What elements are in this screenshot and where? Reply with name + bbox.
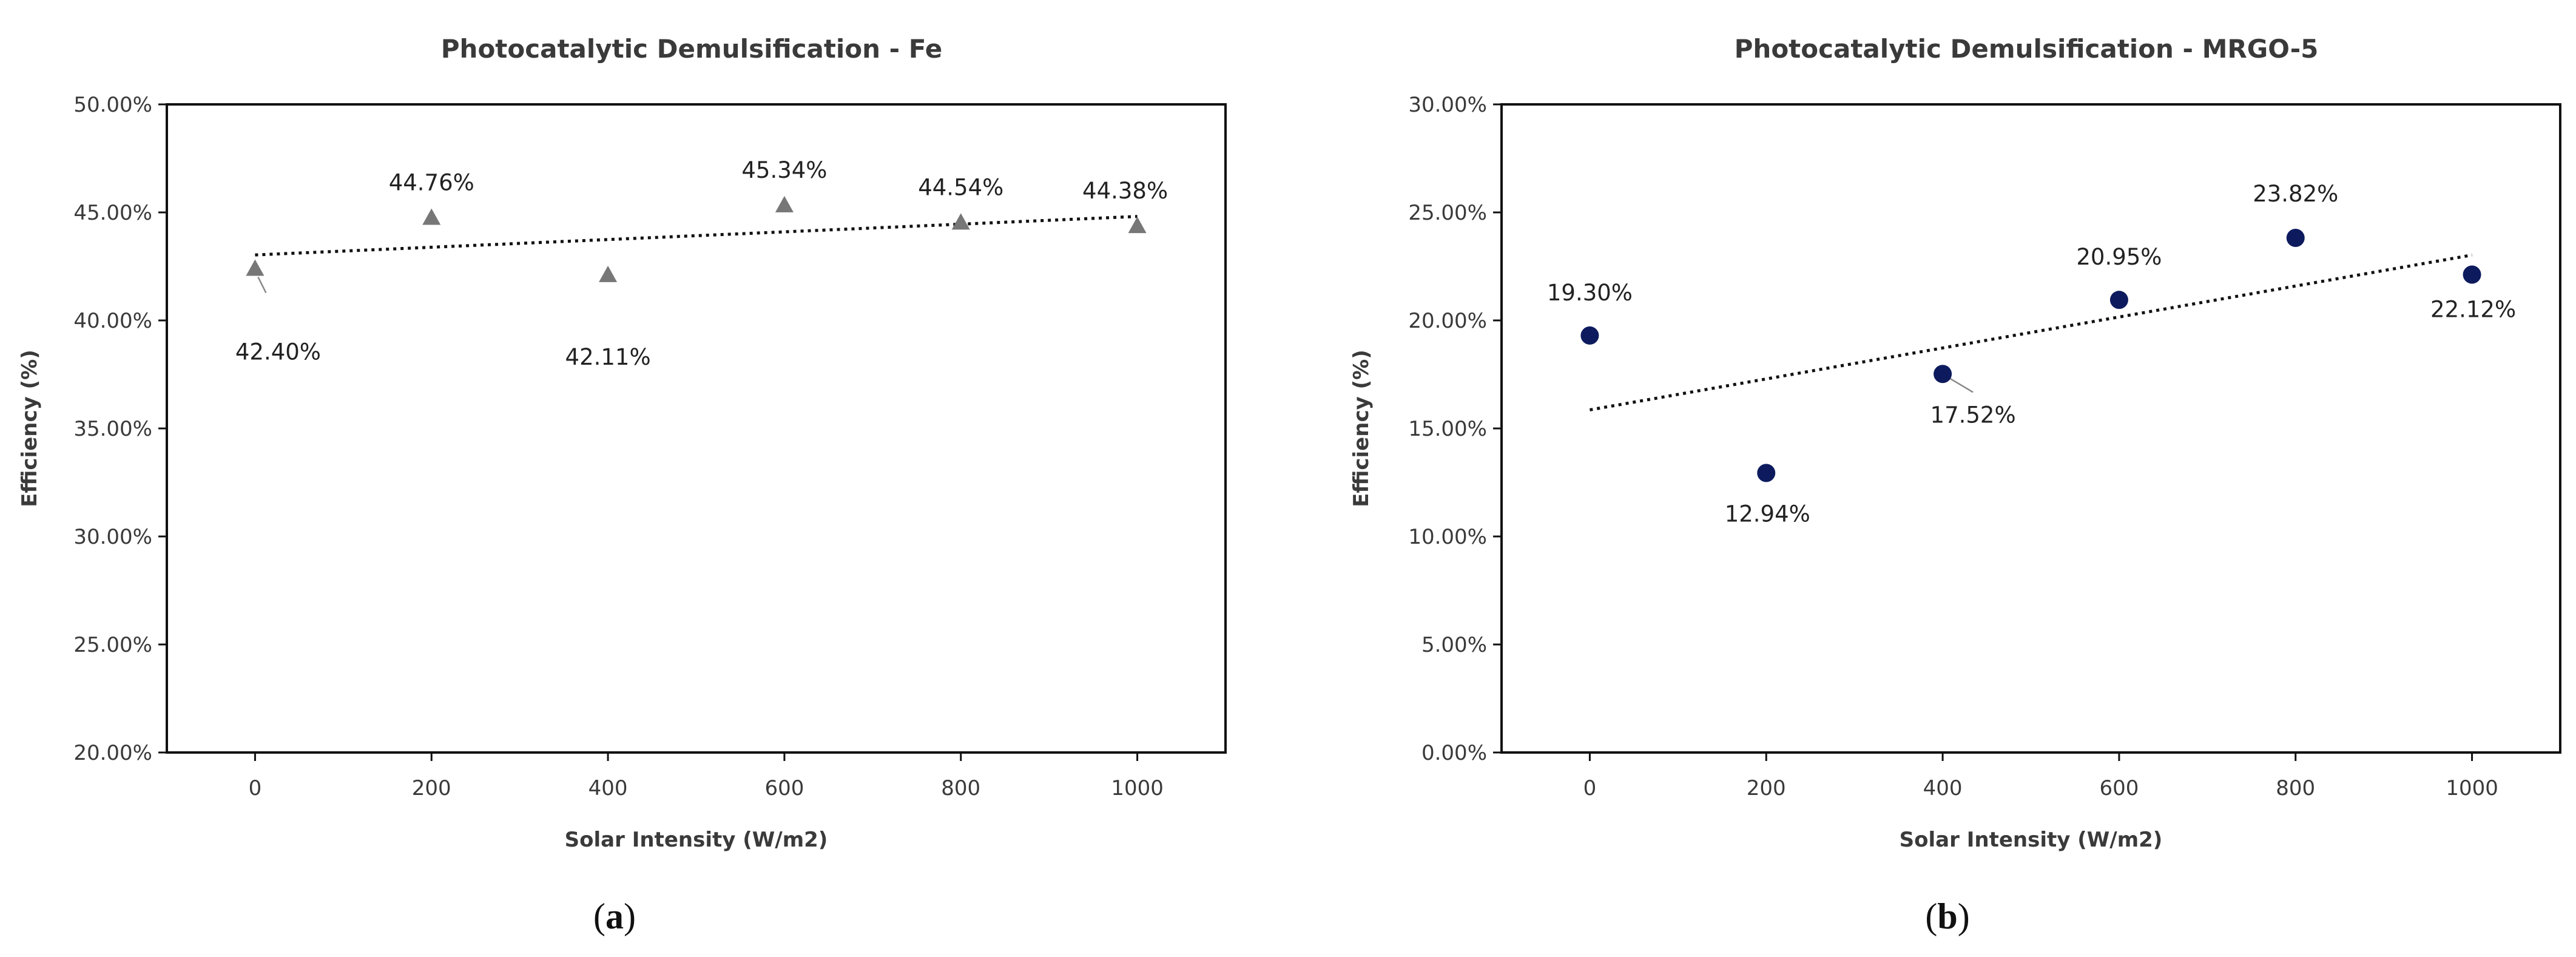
chart-a-y-tick-label: 30.00% <box>73 525 152 549</box>
chart-a-panel-paren-open: ( <box>593 896 605 936</box>
chart-a-panel-paren-close: ) <box>624 896 636 936</box>
chart-b-point <box>1757 464 1776 482</box>
chart-b: Photocatalytic Demulsification - MRGO-5 0… <box>1349 34 2561 936</box>
chart-b-data-label: 19.30% <box>1547 280 1633 306</box>
chart-a-x-tick-label: 600 <box>764 776 804 800</box>
chart-a-point <box>422 208 441 225</box>
chart-a-y-tick-label: 20.00% <box>73 741 152 765</box>
chart-b-y-tick-label: 0.00% <box>1421 741 1487 765</box>
chart-a-point <box>775 195 794 212</box>
chart-b-panel-label: (b) <box>1925 896 1969 936</box>
chart-b-y-tick-label: 5.00% <box>1421 633 1487 657</box>
chart-b-data-label: 17.52% <box>1930 402 2016 428</box>
chart-a-title: Photocatalytic Demulsification - Fe <box>441 34 942 64</box>
chart-b-point <box>2109 291 2128 309</box>
chart-b-x-axis-label: Solar Intensity (W/m2) <box>1900 828 2163 852</box>
chart-b-data-label: 22.12% <box>2430 297 2516 323</box>
chart-b-panel-paren-close: ) <box>1958 896 1970 936</box>
chart-b-y-tick-label: 15.00% <box>1408 417 1487 441</box>
chart-b-x-tick-label: 400 <box>1923 776 1963 800</box>
chart-a-x-axis-label: Solar Intensity (W/m2) <box>565 828 828 852</box>
chart-a-y-tick-label: 40.00% <box>73 309 152 333</box>
chart-b-x-tick-label: 600 <box>2099 776 2139 800</box>
chart-a-data-label: 44.38% <box>1082 178 1168 204</box>
chart-a-point <box>1128 217 1147 234</box>
chart-b-panel-paren-open: ( <box>1925 896 1937 936</box>
chart-b-x-tick-label: 200 <box>1747 776 1786 800</box>
chart-a-data-label: 42.11% <box>565 344 651 370</box>
chart-a: Photocatalytic Demulsification - Fe 20.00… <box>18 34 1227 936</box>
chart-a-data-label: 44.76% <box>389 170 474 196</box>
chart-b-point <box>1934 365 1952 384</box>
chart-a-x-tick-label: 1000 <box>1111 776 1164 800</box>
chart-b-point <box>1580 326 1599 345</box>
chart-a-point <box>599 265 618 282</box>
chart-b-y-tick-label: 20.00% <box>1408 309 1487 333</box>
chart-a-y-tick-label: 50.00% <box>73 93 152 117</box>
chart-b-x-tick-label: 1000 <box>2446 776 2498 800</box>
chart-b-x-tick-label: 0 <box>1583 776 1597 800</box>
chart-a-y-tick-label: 45.00% <box>73 201 152 225</box>
chart-a-y-tick-label: 35.00% <box>73 417 152 441</box>
chart-a-x-tick-label: 0 <box>249 776 262 800</box>
chart-b-data-label: 12.94% <box>1725 501 1810 527</box>
chart-a-x-tick-label: 400 <box>588 776 628 800</box>
chart-a-point <box>951 213 970 230</box>
chart-b-y-tick-label: 10.00% <box>1408 525 1487 549</box>
chart-a-data-label: 44.54% <box>918 174 1003 200</box>
chart-a-y-axis-label: Efficiency (%) <box>18 350 42 507</box>
chart-a-panel-letter: a <box>605 896 624 936</box>
chart-a-data-label: 45.34% <box>741 157 827 183</box>
chart-a-data-label: 42.40% <box>235 339 321 365</box>
chart-b-y-axis-label: Efficiency (%) <box>1349 350 1374 507</box>
chart-b-panel-letter: b <box>1937 896 1957 936</box>
chart-a-x-tick-label: 800 <box>941 776 980 800</box>
chart-b-point <box>2286 229 2305 248</box>
chart-b-data-label: 23.82% <box>2253 181 2338 207</box>
chart-b-y-tick-label: 30.00% <box>1408 93 1487 117</box>
chart-a-point <box>246 259 265 276</box>
chart-b-label-leader <box>1947 376 1974 393</box>
chart-b-point <box>2463 265 2481 284</box>
chart-a-panel-label: (a) <box>593 896 636 936</box>
chart-b-title: Photocatalytic Demulsification - MRGO-5 <box>1735 34 2319 64</box>
chart-b-x-tick-label: 800 <box>2276 776 2315 800</box>
chart-a-x-tick-label: 200 <box>412 776 451 800</box>
chart-b-data-label: 20.95% <box>2076 244 2162 270</box>
chart-a-label-leader <box>257 277 267 294</box>
chart-a-y-tick-label: 25.00% <box>73 633 152 657</box>
chart-b-y-tick-label: 25.00% <box>1408 201 1487 225</box>
chart-a-trendline <box>255 215 1138 257</box>
